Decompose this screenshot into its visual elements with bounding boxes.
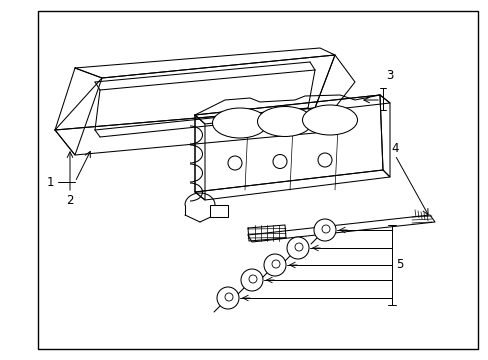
Text: 3: 3 xyxy=(386,68,393,81)
Polygon shape xyxy=(379,95,389,177)
Bar xyxy=(209,205,227,217)
Polygon shape xyxy=(195,95,389,124)
Ellipse shape xyxy=(257,107,312,136)
Polygon shape xyxy=(195,170,389,200)
Ellipse shape xyxy=(302,105,357,135)
Polygon shape xyxy=(55,55,334,130)
Polygon shape xyxy=(55,108,314,155)
Text: 1: 1 xyxy=(46,176,54,189)
Polygon shape xyxy=(75,48,334,78)
Polygon shape xyxy=(195,95,382,192)
Bar xyxy=(38,11,477,349)
Circle shape xyxy=(241,269,263,291)
Polygon shape xyxy=(247,215,434,242)
Text: 4: 4 xyxy=(390,141,398,154)
Polygon shape xyxy=(195,115,204,200)
Polygon shape xyxy=(247,225,285,241)
Text: 2: 2 xyxy=(66,194,74,207)
Circle shape xyxy=(217,287,239,309)
Polygon shape xyxy=(55,68,102,155)
Circle shape xyxy=(264,254,285,276)
Text: 5: 5 xyxy=(395,258,403,271)
Circle shape xyxy=(286,237,308,259)
Circle shape xyxy=(313,219,335,241)
Polygon shape xyxy=(314,55,354,133)
Ellipse shape xyxy=(212,108,267,138)
